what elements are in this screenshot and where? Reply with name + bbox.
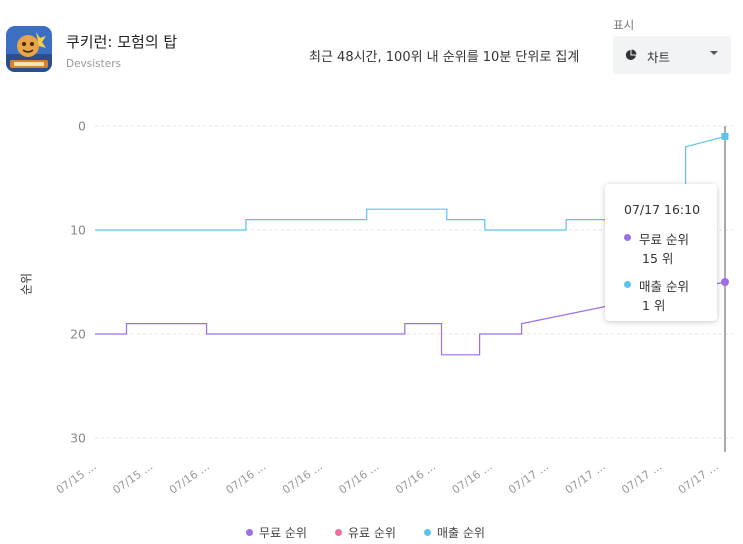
caret-down-icon — [710, 51, 718, 55]
legend-item-revenue[interactable]: 매출 순위 — [424, 524, 485, 541]
y-tick-label: 0 — [78, 119, 86, 134]
x-tick-label: 07/16 ... — [393, 460, 438, 497]
x-tick-label: 07/16 ... — [280, 460, 325, 497]
legend-label: 유료 순위 — [348, 526, 396, 540]
app-developer: Devsisters — [66, 58, 121, 70]
pie-chart-icon — [625, 49, 637, 60]
x-tick-label: 07/17 ... — [619, 460, 664, 497]
y-tick-label: 10 — [70, 223, 86, 238]
tooltip-revenue-label: 매출 순위 — [639, 279, 689, 294]
app-title: 쿠키런: 모험의 탑 — [66, 33, 178, 51]
tooltip-free-label: 무료 순위 — [639, 232, 689, 247]
x-tick-label: 07/15 ... — [110, 460, 155, 497]
tooltip-free-value: 15 위 — [642, 251, 674, 266]
chart-description: 최근 48시간, 100위 내 순위를 10분 단위로 집계 — [309, 50, 580, 65]
display-label: 표시 — [613, 18, 635, 32]
legend-label: 매출 순위 — [437, 526, 485, 540]
app-icon — [6, 26, 52, 72]
display-mode-select[interactable]: 차트 — [613, 36, 731, 74]
tooltip-free-dot — [624, 234, 631, 241]
series-line — [95, 281, 726, 356]
legend-dot — [424, 529, 431, 536]
y-tick-label: 20 — [70, 327, 86, 342]
series-point — [721, 278, 729, 286]
x-tick-label: 07/17 ... — [506, 460, 551, 497]
tooltip-revenue-value: 1 위 — [642, 298, 666, 313]
x-tick-label: 07/16 ... — [450, 460, 495, 497]
x-tick-label: 07/16 ... — [167, 460, 212, 497]
display-mode-value: 차트 — [647, 50, 671, 65]
series-point — [721, 132, 729, 140]
legend-dot — [246, 529, 253, 536]
legend-label: 무료 순위 — [259, 526, 307, 540]
legend-item-paid[interactable]: 유료 순위 — [335, 524, 396, 541]
tooltip-revenue-dot — [624, 281, 631, 288]
legend-item-free[interactable]: 무료 순위 — [246, 524, 307, 541]
x-tick-label: 07/16 ... — [223, 460, 268, 497]
x-tick-label: 07/16 ... — [337, 460, 382, 497]
tooltip-time: 07/17 16:10 — [624, 202, 701, 217]
x-tick-label: 07/17 ... — [676, 460, 721, 497]
x-tick-label: 07/15 ... — [54, 460, 99, 497]
y-tick-label: 30 — [70, 431, 86, 446]
legend-dot — [335, 529, 342, 536]
x-tick-label: 07/17 ... — [563, 460, 608, 497]
chart-tooltip: 07/17 16:10 무료 순위 15 위 매출 순위 1 위 — [605, 184, 717, 321]
